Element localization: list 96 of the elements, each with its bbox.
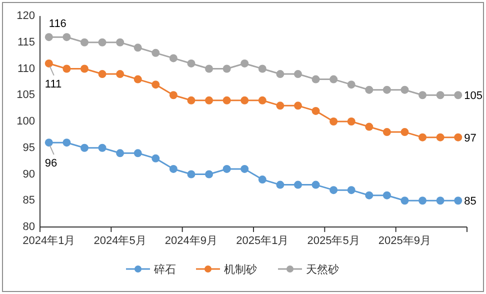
point [347,186,356,194]
x-tick-label: 2024年9月 [164,235,218,247]
point [44,59,53,68]
point [44,33,53,42]
point [330,75,338,84]
point [418,196,427,205]
y-tick-label: 80 [22,221,35,233]
point [116,149,124,158]
y-tick-label: 120 [16,10,35,22]
point [312,106,320,115]
point [222,164,231,173]
point [134,149,142,158]
point [382,128,391,136]
point [80,38,88,46]
y-tick-label: 95 [22,142,35,154]
point [330,186,338,194]
point [187,96,196,104]
point [294,180,302,189]
point [400,86,409,94]
point [169,91,178,100]
point [276,180,284,189]
point [276,70,284,78]
point [98,38,106,46]
point [436,91,444,100]
point [169,54,178,62]
point [365,191,374,200]
point [436,133,444,142]
point [382,191,391,200]
point [294,102,302,110]
point [454,133,462,142]
legend-label: 碎石 [153,263,176,276]
point [222,96,231,104]
legend-label: 天然砂 [306,263,339,276]
point [62,33,71,42]
point [312,180,320,189]
point [152,48,160,57]
data-label: 96 [44,158,58,170]
point [258,96,266,104]
y-tick-label: 100 [16,116,35,128]
y-tick-label: 85 [22,194,35,207]
point [80,64,88,73]
point [294,70,302,78]
point [116,70,124,78]
point [240,164,249,173]
point [382,86,391,94]
point [365,122,374,131]
point [418,91,427,100]
x-tick-label: 2025年9月 [378,235,432,247]
point [347,118,356,126]
point [258,64,266,73]
point [187,59,196,68]
point [436,196,444,205]
point [418,133,427,142]
point [400,196,409,205]
y-tick-label: 115 [17,36,35,48]
point [312,75,320,84]
point [44,138,53,147]
point [276,102,284,110]
data-label: 105 [464,90,482,102]
point [62,64,71,73]
data-label: 116 [48,18,66,30]
data-label: 85 [464,196,476,208]
point [62,138,71,147]
point [98,144,106,152]
point [152,154,160,162]
point [454,91,462,100]
point [347,80,356,89]
point [134,75,142,84]
x-tick-label: 2025年1月 [236,235,289,247]
y-tick-label: 90 [22,168,35,180]
point [80,144,88,152]
y-tick-label: 110 [17,62,35,75]
point [205,170,214,178]
legend-label: 机制砂 [224,263,257,276]
data-label: 97 [464,132,476,144]
point [205,96,214,104]
point [400,128,409,136]
point [454,196,462,205]
point [187,170,196,178]
x-tick-label: 2024年1月 [22,235,76,247]
point [98,70,106,78]
point [258,176,266,184]
point [222,64,231,73]
data-label: 111 [44,78,62,90]
point [240,59,249,68]
y-tick-label: 105 [16,89,35,102]
point [152,80,160,89]
point [169,164,178,173]
x-tick-label: 2024年5月 [94,235,146,247]
point [116,38,124,46]
point [205,64,214,73]
point [134,44,142,52]
point [365,86,374,94]
point [240,96,249,104]
x-tick-label: 2025年5月 [307,235,360,247]
point [330,118,338,126]
